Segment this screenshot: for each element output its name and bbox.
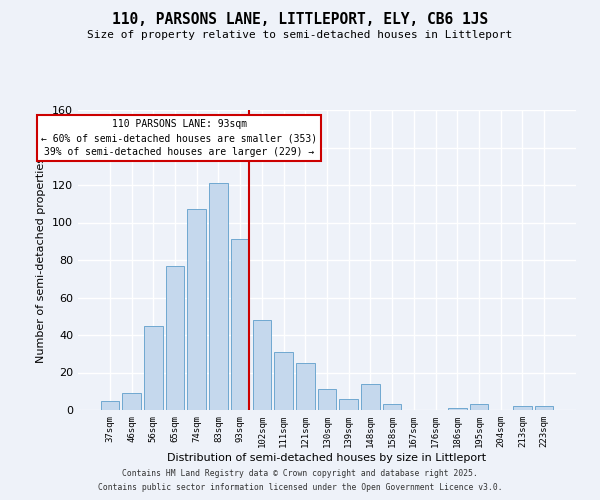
X-axis label: Distribution of semi-detached houses by size in Littleport: Distribution of semi-detached houses by … xyxy=(167,452,487,462)
Bar xyxy=(448,408,467,410)
Bar xyxy=(361,384,380,410)
Bar xyxy=(101,400,119,410)
Bar xyxy=(535,406,553,410)
Bar xyxy=(470,404,488,410)
Bar xyxy=(253,320,271,410)
Bar xyxy=(209,183,227,410)
Bar xyxy=(383,404,401,410)
Bar xyxy=(274,352,293,410)
Text: Contains HM Land Registry data © Crown copyright and database right 2025.: Contains HM Land Registry data © Crown c… xyxy=(122,468,478,477)
Y-axis label: Number of semi-detached properties: Number of semi-detached properties xyxy=(37,157,46,363)
Text: 110 PARSONS LANE: 93sqm
← 60% of semi-detached houses are smaller (353)
39% of s: 110 PARSONS LANE: 93sqm ← 60% of semi-de… xyxy=(41,120,317,158)
Bar xyxy=(231,240,250,410)
Bar xyxy=(513,406,532,410)
Bar xyxy=(296,363,314,410)
Bar xyxy=(187,210,206,410)
Bar xyxy=(340,399,358,410)
Bar xyxy=(122,393,141,410)
Text: 110, PARSONS LANE, LITTLEPORT, ELY, CB6 1JS: 110, PARSONS LANE, LITTLEPORT, ELY, CB6 … xyxy=(112,12,488,28)
Bar xyxy=(166,266,184,410)
Text: Size of property relative to semi-detached houses in Littleport: Size of property relative to semi-detach… xyxy=(88,30,512,40)
Text: Contains public sector information licensed under the Open Government Licence v3: Contains public sector information licen… xyxy=(98,484,502,492)
Bar xyxy=(144,326,163,410)
Bar xyxy=(318,390,336,410)
